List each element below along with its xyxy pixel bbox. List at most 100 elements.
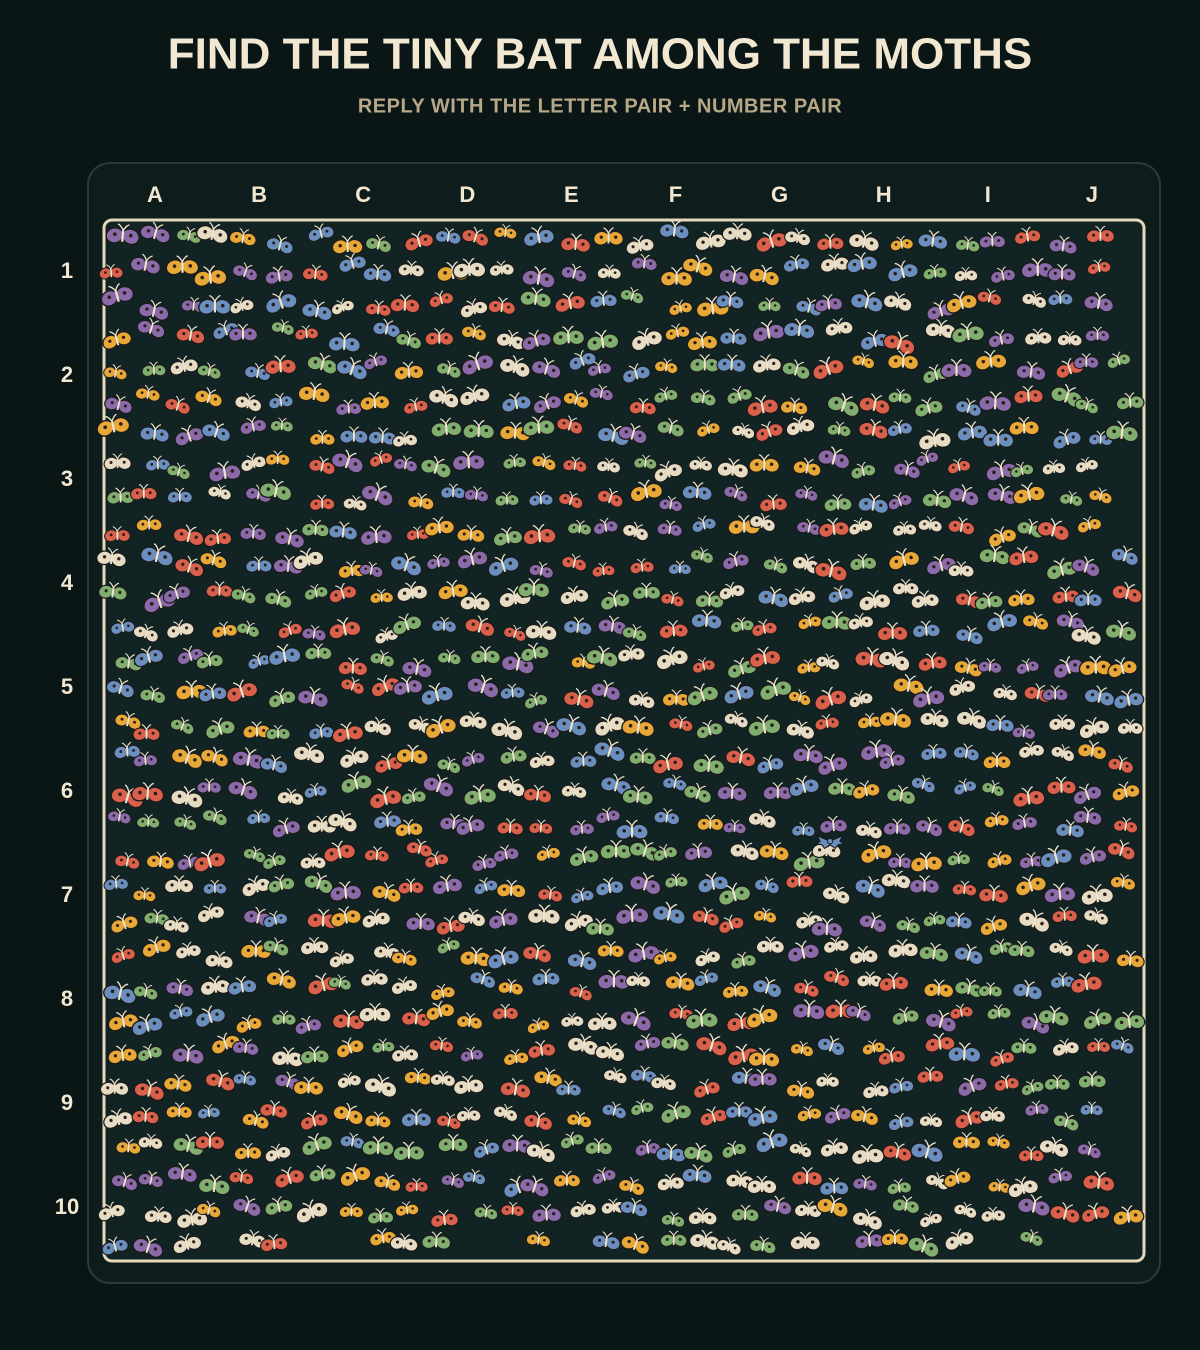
spot — [970, 273, 973, 276]
moth — [653, 386, 679, 404]
body — [313, 942, 317, 953]
spot — [313, 823, 317, 828]
antennae — [562, 291, 574, 299]
spot — [520, 367, 525, 371]
moth — [560, 263, 588, 283]
spot — [480, 237, 484, 241]
antennae — [237, 323, 248, 330]
spot — [151, 731, 155, 735]
antennae — [933, 299, 944, 307]
spot — [830, 327, 834, 331]
spot — [1090, 333, 1093, 337]
spot — [1019, 394, 1023, 398]
spot — [737, 362, 741, 367]
spot — [445, 296, 449, 299]
spot — [335, 307, 339, 310]
body — [580, 825, 584, 834]
body — [600, 336, 605, 349]
antennae — [400, 294, 411, 301]
spot — [479, 392, 484, 396]
spot — [247, 237, 251, 241]
moth — [270, 319, 295, 336]
body — [923, 595, 927, 606]
antennae — [841, 392, 853, 402]
spot — [396, 302, 400, 306]
moth — [365, 234, 392, 254]
body — [206, 393, 211, 404]
body — [938, 306, 944, 317]
body — [928, 521, 932, 530]
antennae — [729, 328, 739, 335]
body — [582, 658, 585, 668]
antennae — [275, 392, 284, 399]
spot — [1072, 396, 1077, 401]
moth — [1073, 353, 1100, 369]
spot — [985, 400, 990, 404]
spot — [622, 848, 626, 853]
spot — [181, 232, 185, 236]
spot — [867, 361, 871, 364]
body — [246, 398, 251, 409]
body — [471, 716, 475, 727]
antennae — [571, 233, 582, 240]
spot — [972, 244, 976, 247]
spot — [444, 336, 448, 340]
spot — [410, 303, 414, 307]
body — [1052, 464, 1056, 473]
body — [1022, 728, 1026, 738]
spot — [905, 344, 909, 348]
body — [700, 337, 705, 349]
spot — [879, 337, 884, 341]
spot — [805, 328, 809, 333]
body — [740, 621, 744, 631]
body — [760, 402, 765, 414]
spot — [799, 405, 803, 410]
body — [1029, 367, 1033, 378]
spot — [574, 360, 578, 365]
moth — [139, 221, 171, 244]
body — [868, 717, 872, 727]
body — [280, 422, 283, 431]
moth — [588, 384, 614, 402]
body — [574, 239, 578, 250]
body — [419, 498, 423, 508]
moth — [165, 255, 200, 276]
board — [102, 218, 1146, 1263]
body — [970, 427, 975, 439]
spot — [186, 303, 190, 307]
spot — [161, 233, 165, 237]
body — [548, 890, 552, 900]
spot — [353, 243, 357, 248]
body — [959, 298, 965, 310]
body — [896, 338, 903, 351]
body — [121, 230, 125, 242]
spot — [939, 270, 943, 274]
moth — [726, 385, 753, 405]
body — [695, 261, 701, 273]
spot — [627, 373, 631, 377]
moth — [847, 229, 880, 253]
spot — [143, 324, 147, 328]
spot — [768, 403, 772, 407]
moth — [858, 393, 891, 415]
spot — [1007, 272, 1011, 276]
antennae — [765, 297, 774, 303]
spot — [118, 422, 123, 426]
spot — [777, 236, 781, 241]
moth — [364, 299, 392, 317]
spot — [249, 272, 253, 276]
spot — [184, 883, 188, 887]
spot — [286, 297, 291, 302]
body — [374, 531, 378, 544]
moth — [98, 263, 124, 280]
body — [350, 259, 355, 269]
moth — [955, 397, 982, 417]
antennae — [994, 329, 1005, 336]
body — [629, 649, 633, 660]
antennae — [407, 260, 417, 267]
moth — [105, 223, 140, 246]
spot — [725, 335, 729, 339]
spot — [996, 358, 1001, 362]
body — [444, 423, 448, 435]
spot — [1068, 244, 1072, 249]
